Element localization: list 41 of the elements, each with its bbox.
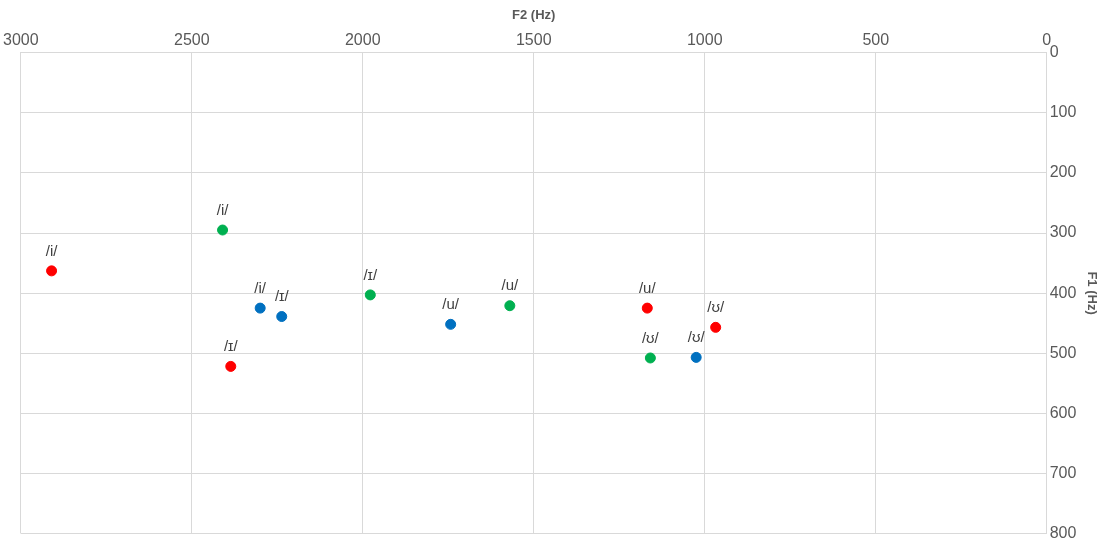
annotation: /u/ (442, 294, 460, 312)
point (641, 302, 653, 314)
point (46, 265, 58, 277)
point (690, 351, 702, 363)
point (710, 321, 722, 333)
y-tick-label: 300 (1049, 223, 1077, 241)
point (254, 302, 266, 314)
point (644, 352, 656, 364)
point (276, 311, 288, 323)
point (504, 300, 516, 312)
annotation: /ʊ/ (707, 297, 725, 315)
y-tick-label: 500 (1049, 343, 1077, 361)
x-tick-label: 1500 (515, 30, 552, 48)
x-tick-label: 1000 (686, 30, 723, 48)
y-tick-label: 700 (1049, 463, 1077, 481)
y-tick-label: 0 (1049, 43, 1059, 61)
y-axis-title: F1 (Hz) (1084, 271, 1100, 315)
x-axis-title: F2 (Hz) (512, 7, 556, 23)
point (217, 224, 229, 236)
point (225, 360, 237, 372)
x-tick-label: 3000 (3, 30, 39, 48)
annotation: /ɪ/ (363, 265, 378, 283)
annotation: /ʊ/ (641, 328, 660, 346)
y-tick-label: 600 (1049, 403, 1077, 421)
y-tick-label: 200 (1049, 163, 1077, 181)
x-tick-label: 500 (862, 30, 890, 48)
y-tick-label: 100 (1049, 103, 1077, 121)
point (364, 289, 376, 301)
annotation: /ɪ/ (223, 337, 239, 355)
point (445, 318, 457, 330)
annotation: /u/ (638, 278, 657, 296)
annotation: /ʊ/ (687, 328, 706, 346)
y-tick-label: 400 (1049, 283, 1077, 301)
annotation: /i/ (216, 200, 230, 218)
annotation: /ɪ/ (274, 287, 290, 305)
x-tick-label: 2500 (173, 30, 210, 48)
annotation: /i/ (254, 278, 267, 296)
annotation: /i/ (45, 241, 59, 259)
x-tick-label: 2000 (344, 30, 381, 48)
annotation: /u/ (501, 276, 519, 294)
y-tick-label: 800 (1049, 523, 1077, 541)
